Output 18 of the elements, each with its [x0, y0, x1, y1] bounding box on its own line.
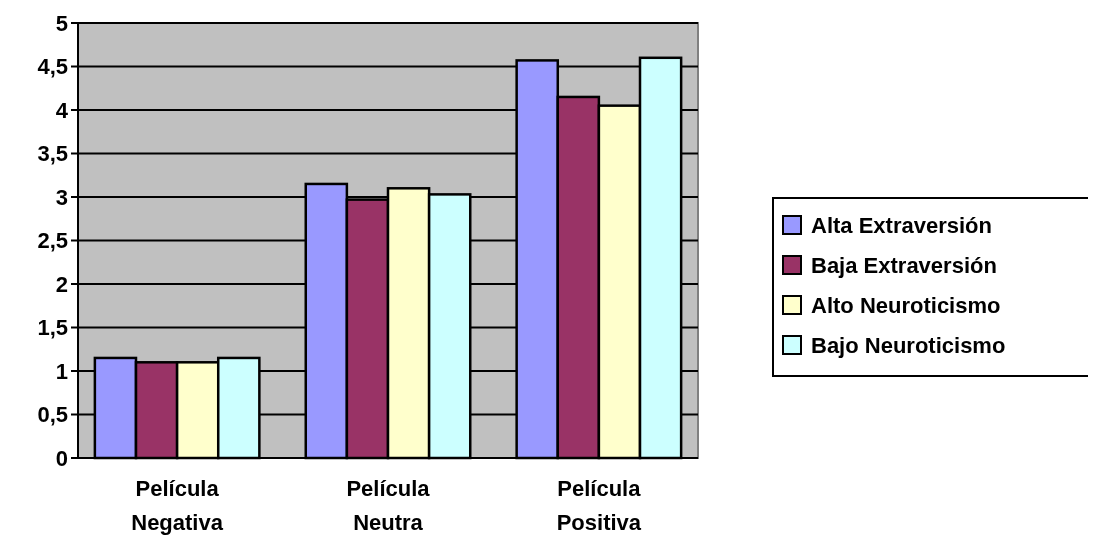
y-tick-label: 2,5 — [37, 228, 68, 254]
x-tick-label: Película Neutra — [346, 476, 431, 535]
legend-label: Alto Neuroticismo — [811, 292, 1001, 318]
y-tick-label: 0,5 — [37, 402, 68, 428]
x-tick-label: Película Positiva — [556, 476, 642, 535]
y-tick-label: 0 — [55, 445, 68, 471]
y-tick-label: 4,5 — [37, 54, 68, 80]
y-tick-label: 1,5 — [37, 315, 68, 341]
legend-label: Baja Extraversión — [811, 252, 997, 278]
y-tick-label: 3,5 — [37, 141, 68, 167]
y-tick-label: 2 — [55, 271, 68, 297]
x-tick-label: Película Negativa — [131, 476, 224, 535]
legend-label: Alta Extraversión — [811, 212, 992, 238]
y-tick-label: 1 — [55, 358, 68, 384]
y-tick-label: 3 — [55, 184, 68, 210]
y-tick-label: 4 — [55, 97, 69, 123]
legend-label: Bajo Neuroticismo — [811, 332, 1006, 358]
y-tick-label: 5 — [55, 10, 68, 36]
